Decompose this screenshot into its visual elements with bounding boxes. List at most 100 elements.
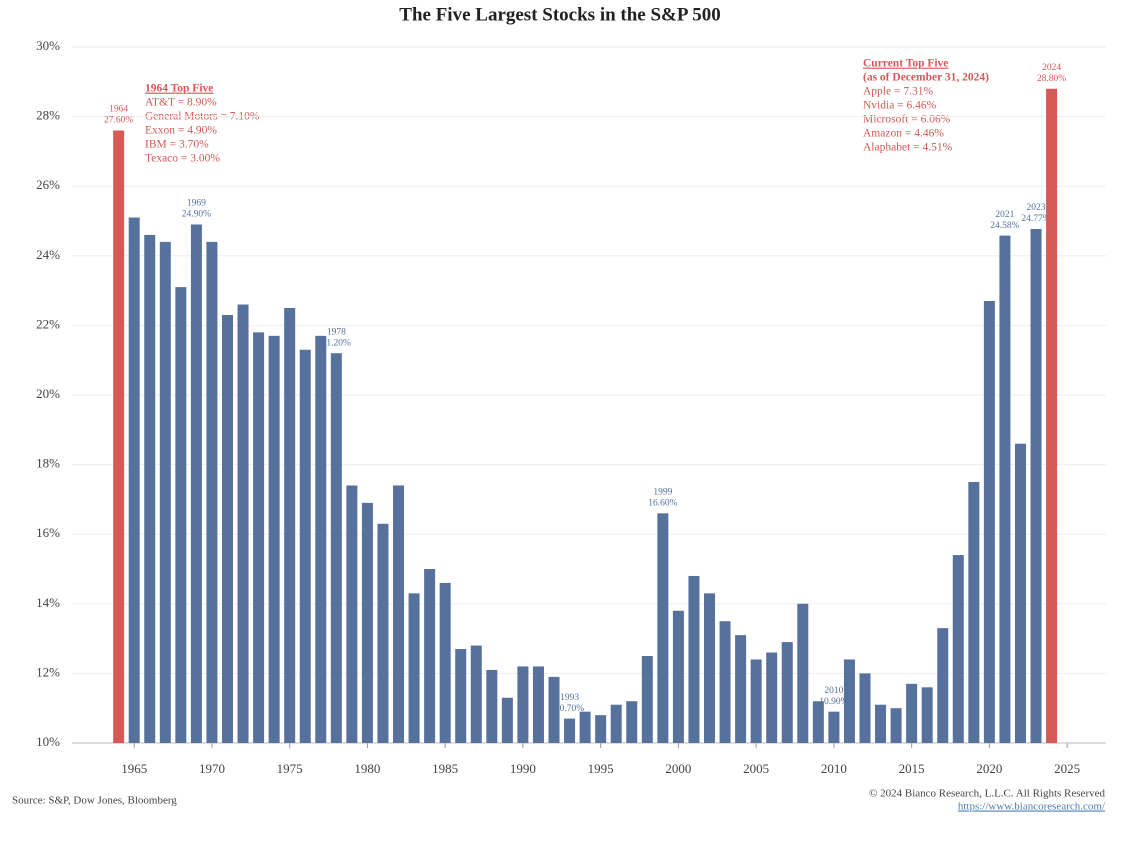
bar (657, 513, 669, 743)
x-tick-label: 2000 (665, 761, 691, 776)
bar (206, 241, 218, 743)
annotation-line: Amazon = 4.46% (863, 128, 944, 140)
bar (797, 603, 809, 743)
bar (548, 676, 560, 743)
x-tick-label: 1965 (121, 761, 147, 776)
bar (113, 130, 125, 743)
bar (781, 642, 793, 743)
x-tick-label: 2005 (743, 761, 769, 776)
y-tick-label: 28% (36, 108, 60, 123)
bar (159, 241, 171, 743)
data-label: 10.90% (819, 697, 848, 707)
bar (268, 335, 280, 743)
bar (983, 301, 995, 743)
bar (253, 332, 265, 743)
bar (175, 287, 187, 743)
data-label-year: 2023 (1027, 203, 1046, 213)
data-label: 28.80% (1037, 74, 1066, 84)
y-tick-label: 14% (36, 595, 60, 610)
bar (688, 575, 700, 743)
data-label-year: 2024 (1042, 63, 1061, 73)
bar (470, 645, 482, 743)
annotation-line: Texaco = 3.00% (145, 153, 220, 165)
bar (906, 683, 918, 743)
annotation-title: 1964 Top Five (145, 83, 213, 95)
bar (144, 234, 156, 744)
data-label: 16.60% (648, 499, 677, 509)
x-tick-label: 2015 (899, 761, 925, 776)
bar (346, 485, 358, 743)
bar (875, 704, 887, 743)
data-label: 10.70% (555, 704, 584, 714)
bar (937, 628, 949, 743)
chart-title: The Five Largest Stocks in the S&P 500 (399, 4, 720, 25)
bar (952, 555, 964, 743)
data-label-year: 1999 (653, 488, 672, 498)
y-tick-label: 24% (36, 247, 60, 262)
x-tick-label: 1980 (354, 761, 380, 776)
x-tick-label: 2010 (821, 761, 847, 776)
y-tick-label: 20% (36, 386, 60, 401)
bar (501, 697, 513, 743)
bar (1046, 88, 1058, 743)
bar (315, 335, 327, 743)
bar (890, 708, 902, 743)
source: Source: S&P, Dow Jones, Bloomberg (12, 795, 177, 807)
annotation-line: Exxon = 4.90% (145, 125, 217, 137)
annotation-line: Nvidia = 6.46% (863, 100, 937, 112)
annotation-line: AT&T = 8.90% (145, 97, 217, 109)
data-label: 21.20% (322, 338, 351, 348)
bar (626, 701, 638, 743)
y-tick-label: 30% (36, 38, 60, 53)
bar (750, 659, 762, 743)
data-label: 24.77% (1021, 214, 1050, 224)
bar (859, 673, 871, 743)
bar (439, 582, 451, 743)
bar (408, 593, 420, 743)
data-label-year: 2021 (995, 210, 1014, 220)
bar (424, 569, 436, 743)
bar (564, 718, 576, 743)
x-tick-label: 1970 (199, 761, 225, 776)
bar (921, 687, 933, 743)
bar (610, 704, 622, 743)
y-tick-label: 18% (36, 456, 60, 471)
bar (735, 635, 747, 743)
y-tick-label: 22% (36, 316, 60, 331)
bar (190, 224, 202, 744)
bar (455, 649, 467, 743)
data-label-year: 1969 (187, 199, 206, 209)
bar (128, 217, 140, 743)
annotation-line: Microsoft = 6.06% (863, 114, 951, 126)
bar (999, 235, 1011, 743)
x-tick-label: 2020 (976, 761, 1002, 776)
bar (1030, 229, 1042, 743)
bar (579, 711, 591, 743)
bar (843, 659, 855, 743)
x-tick-label: 1995 (588, 761, 614, 776)
bar (237, 304, 249, 743)
bar (595, 715, 607, 743)
bar (361, 502, 373, 743)
data-label-year: 2010 (824, 686, 843, 696)
bar (284, 308, 296, 743)
x-tick-label: 1985 (432, 761, 458, 776)
x-tick-label: 1990 (510, 761, 536, 776)
x-tick-label: 1975 (277, 761, 303, 776)
bar (719, 621, 731, 743)
annotation-line: Alaphabet = 4.51% (863, 142, 953, 154)
bar (968, 482, 980, 743)
y-tick-label: 26% (36, 177, 60, 192)
bar (704, 593, 716, 743)
data-label-year: 1978 (327, 327, 346, 337)
bar (766, 652, 778, 743)
bar (1014, 443, 1026, 743)
copyright: © 2024 Bianco Research, L.L.C. All Right… (869, 788, 1105, 800)
url[interactable]: https://www.biancoresearch.com/ (958, 801, 1106, 813)
data-label: 27.60% (104, 116, 133, 126)
bar (221, 314, 233, 743)
bar (532, 666, 544, 743)
bar (330, 353, 342, 743)
annotation-title: Current Top Five (863, 58, 948, 70)
